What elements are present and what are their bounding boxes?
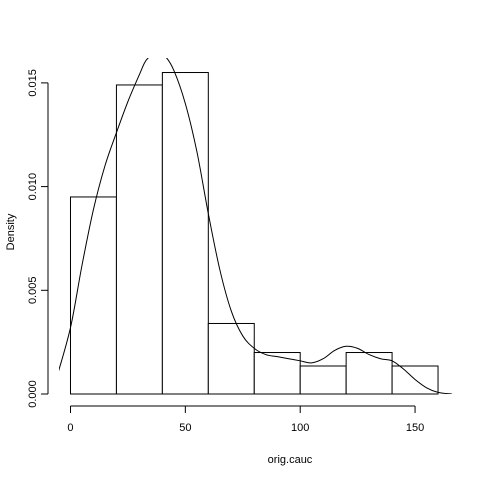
x-axis-label: orig.cauc (268, 454, 313, 466)
y-axis-label: Density (5, 213, 17, 250)
x-tick-label: 100 (291, 422, 309, 434)
x-tick-label: 150 (406, 422, 424, 434)
density-curve (59, 58, 452, 394)
y-tick-label: 0.015 (27, 69, 39, 97)
histogram-bar (207, 322, 255, 395)
histogram-bar (115, 84, 163, 395)
histogram-bar (69, 196, 117, 395)
histogram-bar (161, 72, 209, 395)
y-tick-label: 0.005 (27, 277, 39, 305)
histogram-bars (69, 72, 439, 395)
x-tick-label: 50 (179, 422, 191, 434)
histogram-bar (299, 365, 347, 395)
y-axis: 0.000 0.005 0.010 0.015 (27, 69, 49, 408)
y-tick-label: 0.010 (27, 173, 39, 201)
histogram-bar (345, 352, 393, 395)
histogram-bar (253, 352, 301, 395)
x-tick-label: 0 (67, 422, 73, 434)
x-axis: 0 50 100 150 (67, 405, 424, 434)
y-tick-label: 0.000 (27, 380, 39, 408)
